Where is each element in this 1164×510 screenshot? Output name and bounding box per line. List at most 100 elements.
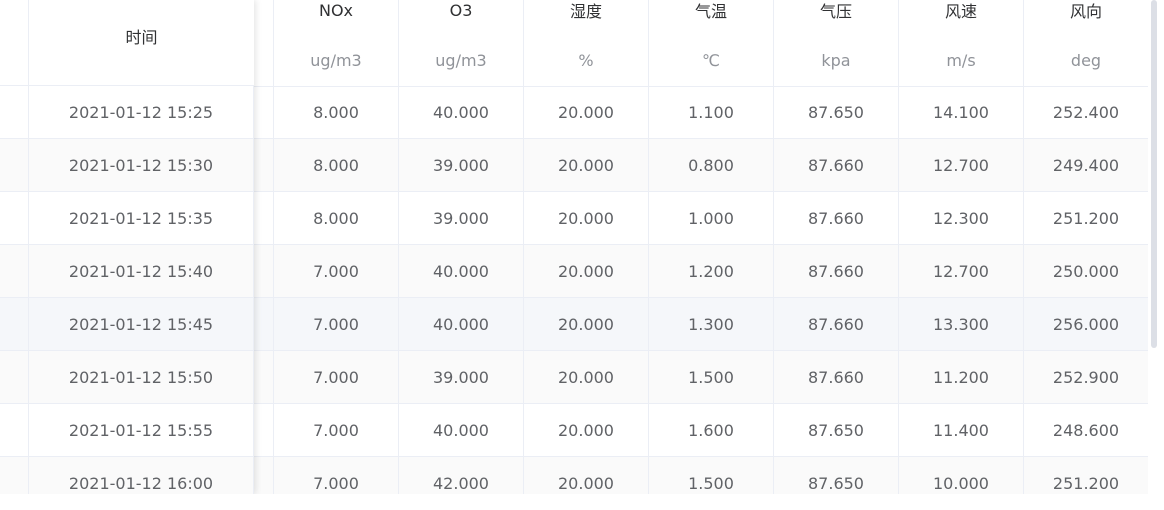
column-header-5[interactable]: 风速	[899, 0, 1024, 34]
table-cell: 87.660	[774, 139, 899, 191]
table-cell: 20.000	[524, 192, 649, 244]
table-row[interactable]: 7.000 42.000 20.000 1.500 87.650 10.000 251.20…	[254, 457, 1148, 494]
vertical-scrollbar[interactable]	[1148, 0, 1164, 494]
row-spacer	[254, 139, 274, 191]
time-column: 时间 2021-01-12 15:25 2021-01-12 15:30 2021-…	[28, 0, 254, 494]
table-cell: 0.800	[649, 139, 774, 191]
table-cell: 252.900	[1024, 351, 1148, 403]
time-row[interactable]: 2021-01-12 15:40	[28, 245, 254, 298]
table-cell: 20.000	[524, 298, 649, 350]
table-row[interactable]: 7.000 39.000 20.000 1.500 87.660 11.200 252.90…	[254, 351, 1148, 404]
row-spacer	[254, 457, 274, 494]
edge-row	[0, 351, 28, 404]
table-cell: 39.000	[399, 139, 524, 191]
time-row[interactable]: 2021-01-12 15:55	[28, 404, 254, 457]
column-unit-3: ℃	[649, 34, 774, 86]
table-row[interactable]: 8.000 39.000 20.000 1.000 87.660 12.300 251.20…	[254, 192, 1148, 245]
row-spacer	[254, 298, 274, 350]
table-row[interactable]: 7.000 40.000 20.000 1.300 87.660 13.300 256.00…	[254, 298, 1148, 351]
column-header-2[interactable]: 湿度	[524, 0, 649, 34]
table-cell: 256.000	[1024, 298, 1148, 350]
edge-row	[0, 192, 28, 245]
table-cell: 7.000	[274, 457, 399, 494]
table-cell: 20.000	[524, 86, 649, 138]
table-cell: 10.000	[899, 457, 1024, 494]
table-cell: 39.000	[399, 351, 524, 403]
time-row[interactable]: 2021-01-12 15:35	[28, 192, 254, 245]
time-cell: 2021-01-12 16:00	[28, 457, 254, 494]
table-row[interactable]: 7.000 40.000 20.000 1.600 87.650 11.400 248.60…	[254, 404, 1148, 457]
column-header-1[interactable]: O3	[399, 0, 524, 34]
table-row[interactable]: 8.000 40.000 20.000 1.100 87.650 14.100 252.40…	[254, 86, 1148, 139]
table-cell: 20.000	[524, 245, 649, 297]
time-cell: 2021-01-12 15:25	[28, 86, 254, 138]
table-cell: 87.650	[774, 404, 899, 456]
table-cell: 1.500	[649, 351, 774, 403]
table-cell: 40.000	[399, 245, 524, 297]
table-cell: 8.000	[274, 139, 399, 191]
time-body: 2021-01-12 15:25 2021-01-12 15:30 2021-01-…	[28, 86, 254, 494]
header-spacer	[254, 0, 274, 34]
time-cell: 2021-01-12 15:35	[28, 192, 254, 244]
edge-row	[0, 298, 28, 351]
table-cell: 1.500	[649, 457, 774, 494]
table-cell: 1.600	[649, 404, 774, 456]
scrollbar-thumb[interactable]	[1151, 0, 1157, 348]
table-cell: 11.200	[899, 351, 1024, 403]
table-cell: 1.300	[649, 298, 774, 350]
row-spacer	[254, 245, 274, 297]
table-cell: 250.000	[1024, 245, 1148, 297]
table-cell: 13.300	[899, 298, 1024, 350]
column-header-6[interactable]: 风向	[1024, 0, 1148, 34]
table-cell: 20.000	[524, 351, 649, 403]
column-unit-header-row: ug/m3 ug/m3% ℃ kpa m/s deg	[254, 34, 1148, 87]
table-cell: 20.000	[524, 139, 649, 191]
data-table: 时间 2021-01-12 15:25 2021-01-12 15:30 2021-…	[0, 0, 1148, 494]
table-cell: 252.400	[1024, 86, 1148, 138]
column-header-3[interactable]: 气温	[649, 0, 774, 34]
time-row[interactable]: 2021-01-12 15:45	[28, 298, 254, 351]
table-cell: 1.200	[649, 245, 774, 297]
column-unit-4: kpa	[774, 34, 899, 86]
edge-row	[0, 457, 28, 494]
time-row[interactable]: 2021-01-12 15:50	[28, 351, 254, 404]
edge-row	[0, 245, 28, 298]
table-cell: 7.000	[274, 298, 399, 350]
table-row[interactable]: 7.000 40.000 20.000 1.200 87.660 12.700 250.00…	[254, 245, 1148, 298]
table-cell: 39.000	[399, 192, 524, 244]
table-cell: 40.000	[399, 298, 524, 350]
table-cell: 14.100	[899, 86, 1024, 138]
time-cell: 2021-01-12 15:50	[28, 351, 254, 403]
table-cell: 42.000	[399, 457, 524, 494]
table-cell: 8.000	[274, 86, 399, 138]
table-cell: 7.000	[274, 351, 399, 403]
table-cell: 1.100	[649, 86, 774, 138]
column-unit-0: ug/m3	[274, 34, 399, 86]
time-row[interactable]: 2021-01-12 16:00	[28, 457, 254, 494]
fixed-time-column: 时间 2021-01-12 15:25 2021-01-12 15:30 2021-…	[0, 0, 254, 494]
time-row[interactable]: 2021-01-12 15:30	[28, 139, 254, 192]
table-cell: 20.000	[524, 404, 649, 456]
table-cell: 12.700	[899, 139, 1024, 191]
edge-row	[0, 86, 28, 139]
table-cell: 12.300	[899, 192, 1024, 244]
column-unit-5: m/s	[899, 34, 1024, 86]
time-cell: 2021-01-12 15:45	[28, 298, 254, 350]
column-name-header-row: NOx O3 湿度 气温 气压 风速 风向	[254, 0, 1148, 35]
table-cell: 20.000	[524, 457, 649, 494]
time-row[interactable]: 2021-01-12 15:25	[28, 86, 254, 139]
table-cell: 12.700	[899, 245, 1024, 297]
row-spacer	[254, 404, 274, 456]
column-header-4[interactable]: 气压	[774, 0, 899, 34]
edge-row	[0, 139, 28, 192]
table-cell: 40.000	[399, 86, 524, 138]
left-edge-column	[0, 0, 28, 494]
table-cell: 7.000	[274, 404, 399, 456]
time-header[interactable]: 时间	[28, 0, 254, 86]
time-cell: 2021-01-12 15:30	[28, 139, 254, 191]
table-scroll-pane[interactable]: NOx O3 湿度 气温 气压 风速 风向 ug/m3 ug/m3% ℃ kpa m/s deg 8.…	[254, 0, 1148, 494]
column-header-0[interactable]: NOx	[274, 0, 399, 34]
table-cell: 40.000	[399, 404, 524, 456]
table-row[interactable]: 8.000 39.000 20.000 0.800 87.660 12.700 249.40…	[254, 139, 1148, 192]
row-spacer	[254, 351, 274, 403]
